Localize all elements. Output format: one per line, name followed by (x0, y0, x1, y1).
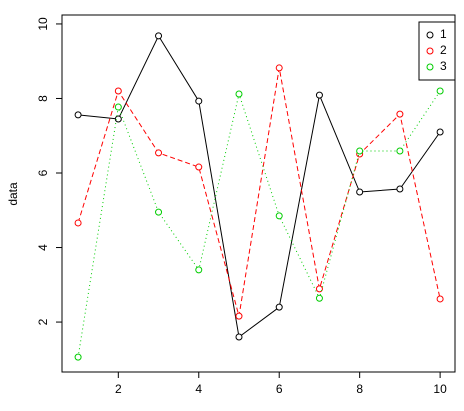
y-tick-label: 10 (36, 17, 50, 31)
point (195, 266, 203, 274)
point (114, 87, 122, 95)
legend-marker (426, 31, 434, 39)
point (436, 295, 444, 303)
point (356, 188, 364, 196)
point (235, 90, 243, 98)
legend-marker (426, 63, 434, 71)
legend-label: 1 (440, 27, 447, 41)
y-tick-label: 8 (36, 95, 50, 102)
x-tick-label: 4 (195, 382, 202, 396)
point (396, 185, 404, 193)
point (436, 87, 444, 95)
point (195, 163, 203, 171)
point (155, 149, 163, 157)
point (436, 128, 444, 136)
y-axis-label: data (6, 182, 20, 206)
point (396, 110, 404, 118)
point (114, 103, 122, 111)
x-tick-label: 2 (115, 382, 122, 396)
x-tick-label: 8 (356, 382, 363, 396)
point (235, 333, 243, 341)
legend-label: 2 (440, 43, 447, 57)
series-line (77, 67, 441, 317)
point (275, 303, 283, 311)
x-tick-label: 6 (276, 382, 283, 396)
point (155, 32, 163, 40)
point (114, 115, 122, 123)
y-tick-label: 6 (36, 169, 50, 176)
point (396, 147, 404, 155)
point (74, 219, 82, 227)
series-line (77, 90, 441, 358)
point (356, 147, 364, 155)
series-line (78, 34, 441, 338)
point (74, 111, 82, 119)
legend-box (418, 21, 456, 81)
y-tick-label: 4 (36, 244, 50, 251)
legend-label: 3 (440, 59, 447, 73)
point (315, 91, 323, 99)
point (235, 312, 243, 320)
point (155, 208, 163, 216)
legend-marker (426, 47, 434, 55)
point (315, 285, 323, 293)
point (315, 294, 323, 302)
x-tick-label: 10 (433, 382, 447, 396)
point (275, 64, 283, 72)
point (275, 212, 283, 220)
point (195, 97, 203, 105)
y-tick-label: 2 (36, 318, 50, 325)
point (74, 353, 82, 361)
plot-frame (61, 14, 456, 373)
